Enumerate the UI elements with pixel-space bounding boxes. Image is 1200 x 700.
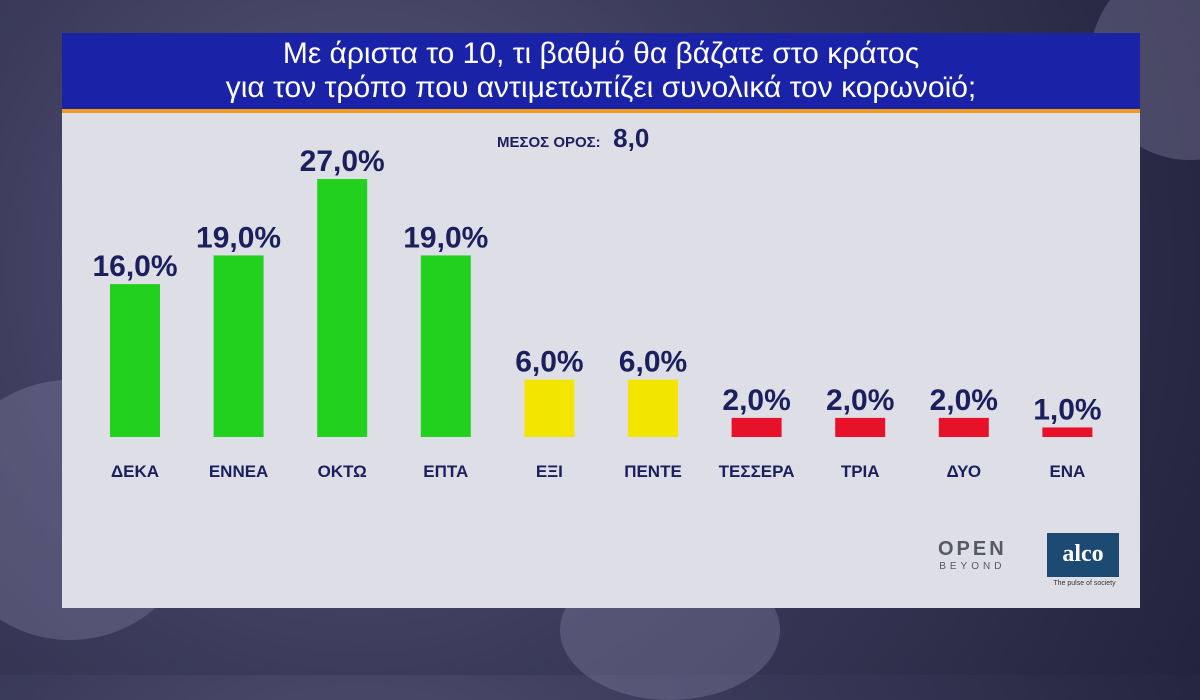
title-line-2: για τον τρόπο που αντιμετωπίζει συνολικά…: [225, 71, 977, 104]
bar-value-label-5: 6,0%: [515, 346, 583, 379]
open-logo-bottom: BEYOND: [939, 561, 1006, 572]
bar-value-label-6: 6,0%: [619, 346, 687, 379]
alco-logo: alco: [1047, 533, 1119, 577]
category-label-4: ΕΠΤΑ: [423, 462, 468, 481]
bar-8: [835, 417, 886, 437]
bar-value-label-1: 16,0%: [92, 250, 177, 283]
bar-7: [731, 417, 782, 437]
bar-6: [628, 379, 678, 437]
bar-value-label-10: 1,0%: [1033, 393, 1101, 426]
title-bar: Με άριστα το 10, τι βαθμό θα βάζατε στο …: [62, 33, 1140, 113]
bar-5: [524, 379, 575, 437]
bar-value-label-7: 2,0%: [722, 384, 790, 417]
bar-value-label-4: 19,0%: [403, 221, 488, 254]
chart-panel: Με άριστα το 10, τι βαθμό θα βάζατε στο …: [62, 33, 1140, 608]
open-logo-top: OPEN: [938, 538, 1007, 560]
mean-score: ΜΕΣΟΣ ΟΡΟΣ: 8,0: [497, 123, 649, 154]
category-label-2: ΕΝΝΕΑ: [209, 462, 269, 481]
bar-value-label-2: 19,0%: [196, 221, 281, 254]
category-label-8: ΤΡΙΑ: [841, 462, 880, 481]
bar-3: [317, 179, 368, 437]
mean-value: 8,0: [613, 123, 650, 153]
open-logo: OPEN BEYOND: [938, 538, 1007, 572]
category-label-1: ΔΕΚΑ: [111, 462, 159, 481]
bar-9: [938, 417, 989, 437]
category-label-10: ΕΝΑ: [1049, 462, 1085, 481]
category-label-7: ΤΕΣΣΕΡΑ: [719, 462, 795, 481]
bar-chart: 16,0% ΔΕΚΑ 19,0% ΕΝΝΕΑ 27,0% ΟΚΤΩ 19,0% ΕΠΤΑ 6,0…: [92, 145, 1101, 481]
bar-4: [420, 255, 471, 437]
bar-10: [1042, 427, 1093, 437]
category-label-9: ΔΥΟ: [947, 462, 982, 481]
bar-value-label-8: 2,0%: [826, 384, 894, 417]
bar-2: [213, 255, 264, 437]
bar-value-label-9: 2,0%: [930, 384, 998, 417]
mean-label: ΜΕΣΟΣ ΟΡΟΣ:: [497, 134, 601, 151]
bar-value-label-3: 27,0%: [300, 145, 385, 178]
alco-tagline: The pulse of society: [1053, 580, 1116, 587]
title-line-1: Με άριστα το 10, τι βαθμό θα βάζατε στο …: [282, 37, 920, 70]
category-label-5: ΕΞΙ: [536, 462, 563, 481]
bar-1: [110, 284, 160, 437]
category-label-6: ΠΕΝΤΕ: [624, 462, 682, 481]
category-label-3: ΟΚΤΩ: [318, 462, 367, 481]
